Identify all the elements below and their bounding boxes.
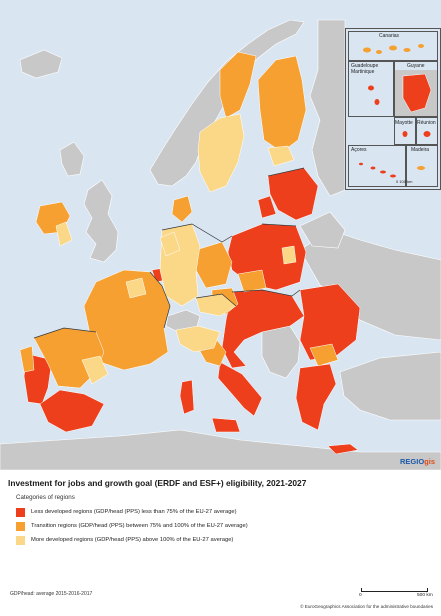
- scale-bar-tick-end: [427, 588, 428, 592]
- legend-item-transition: Transition regions (GDP/head (PPS) betwe…: [16, 519, 248, 533]
- scale-bar-line: [361, 591, 427, 592]
- legend-swatch-yellow: [16, 535, 25, 545]
- canarias-islands: [363, 44, 424, 54]
- map-title: Investment for jobs and growth goal (ERD…: [8, 478, 307, 488]
- scale-end-label: 500 km: [417, 593, 433, 598]
- more-developed-regions: [55, 113, 297, 385]
- inset-guyane: Guyane: [394, 61, 438, 117]
- inset-guadeloupe-martinique: Guadeloupe Martinique: [348, 61, 394, 117]
- inset-reunion: Réunion: [416, 117, 438, 145]
- inset-madeira: Madeira: [406, 145, 438, 187]
- transition-regions: [19, 51, 339, 389]
- non-eu-land: [0, 19, 441, 470]
- inset-scale-label: 0 100 km: [396, 179, 413, 184]
- mayotte-island: [402, 131, 408, 137]
- guyane-region: [395, 70, 437, 116]
- inset-guadeloupe-label: Guadeloupe Martinique: [351, 63, 379, 75]
- inset-panel: Canarias Guadeloupe Martinique Guyane Ma…: [345, 28, 441, 190]
- inset-acores: Açores: [348, 145, 406, 187]
- legend-item-more-developed: More developed regions (GDP/head (PPS) a…: [16, 533, 248, 547]
- scale-zero-label: 0: [359, 593, 362, 598]
- gis-logo-text: gis: [424, 457, 435, 466]
- acores-islands: [359, 162, 396, 178]
- inset-madeira-label: Madeira: [411, 147, 430, 153]
- legend-swatch-red: [16, 507, 25, 517]
- less-developed-regions: [23, 167, 361, 455]
- copyright: © EuroGeographics Association for the ad…: [300, 604, 433, 609]
- inset-acores-label: Açores: [351, 147, 367, 153]
- europe-map: [0, 19, 441, 470]
- country-borders: [33, 167, 305, 339]
- regio-logo-text: REGIO: [399, 457, 425, 466]
- reunion-island: [423, 131, 431, 137]
- legend-swatch-orange: [16, 521, 25, 531]
- legend-label: Less developed regions (GDP/head (PPS) l…: [31, 509, 237, 515]
- footnote: GDP/head: average 2015-2016-2017: [10, 591, 93, 597]
- guadeloupe-martinique-islands: [368, 85, 380, 105]
- inset-mayotte-label: Mayotte: [395, 120, 413, 126]
- madeira-island: [417, 166, 425, 170]
- legend-label: More developed regions (GDP/head (PPS) a…: [31, 537, 234, 543]
- inset-mayotte: Mayotte: [394, 117, 416, 145]
- inset-reunion-label: Réunion: [417, 120, 436, 126]
- scale-bar-tick-start: [361, 588, 362, 592]
- map-area: Canarias Guadeloupe Martinique Guyane Ma…: [0, 0, 441, 470]
- legend-label: Transition regions (GDP/head (PPS) betwe…: [31, 523, 248, 529]
- inset-guyane-label: Guyane: [407, 63, 425, 69]
- regio-gis-logo: REGIOgis: [400, 457, 435, 466]
- scale-bar: 0 500 km: [355, 588, 435, 602]
- legend: Less developed regions (GDP/head (PPS) l…: [16, 505, 248, 547]
- legend-header: Categories of regions: [16, 494, 75, 501]
- inset-canarias: Canarias: [348, 31, 438, 61]
- inset-canarias-label: Canarias: [379, 33, 400, 39]
- legend-item-less-developed: Less developed regions (GDP/head (PPS) l…: [16, 505, 248, 519]
